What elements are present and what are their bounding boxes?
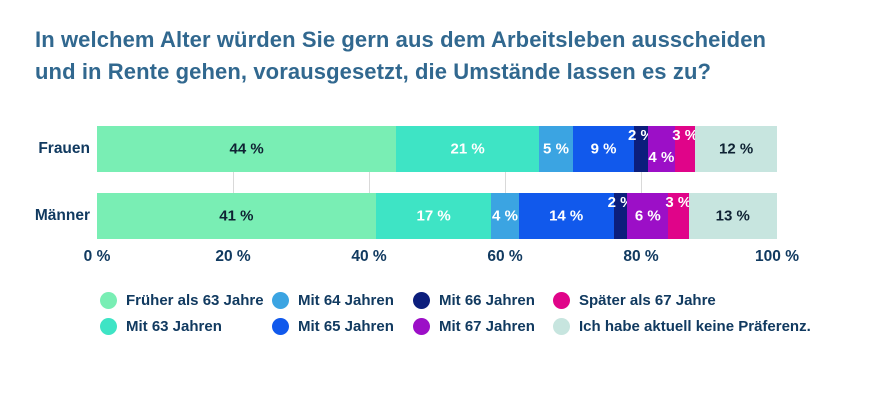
legend-swatch-circle (272, 292, 289, 309)
legend-item: Mit 65 Jahren (272, 318, 394, 335)
bar-segment: 17 % (375, 193, 492, 239)
bar-segment: 2 % (608, 193, 633, 239)
gridline (641, 172, 642, 193)
x-axis-tick-label: 40 % (351, 248, 387, 265)
legend-label: Ich habe aktuell keine Präferenz. (579, 318, 811, 335)
legend-item: Mit 66 Jahren (413, 292, 535, 309)
bar-value-label: 13 % (715, 207, 750, 225)
legend-item: Früher als 63 Jahre (100, 292, 264, 309)
bar-row-männer: Männer 41 % 17 % 4 % 14 % 2 % 6 % 3 % 13 % (0, 193, 880, 239)
bar-segment: 4 % (647, 126, 675, 172)
legend-item: Ich habe aktuell keine Präferenz. (553, 318, 811, 335)
legend-item: Später als 67 Jahre (553, 292, 716, 309)
title-line-1: In welchem Alter würden Sie gern aus dem… (35, 27, 767, 52)
x-axis-tick-label: 0 % (83, 248, 111, 265)
bar-value-label: 21 % (450, 140, 485, 158)
bar-segment: 6 % (627, 193, 669, 239)
bar-segment: 12 % (695, 126, 777, 172)
x-axis-tick-label: 20 % (215, 248, 251, 265)
bar-row-frauen: Frauen 44 % 21 % 5 % 9 % 2 % 4 % 3 % 12 % (0, 126, 880, 172)
bar-value-label: 9 % (590, 140, 617, 158)
bar-value-label: 44 % (229, 140, 264, 158)
x-axis-tick-label: 100 % (755, 248, 799, 265)
bar-value-label: 4 % (648, 149, 675, 166)
title-line-2: und in Rente gehen, vorausgesetzt, die U… (35, 59, 712, 84)
bar-value-label: 4 % (492, 207, 518, 225)
gridline (233, 172, 234, 193)
x-axis-tick-label: 60 % (487, 248, 523, 265)
legend-item: Mit 67 Jahren (413, 318, 535, 335)
legend-item: Mit 63 Jahren (100, 318, 222, 335)
bar-value-label: 3 % (672, 127, 699, 144)
legend-label: Mit 66 Jahren (439, 292, 535, 309)
stacked-bar: 44 % 21 % 5 % 9 % 2 % 4 % 3 % 12 % (97, 126, 777, 172)
page-title: In welchem Alter würden Sie gern aus dem… (35, 24, 766, 88)
bar-value-label: 17 % (416, 207, 451, 225)
bar-value-label: 12 % (719, 140, 754, 158)
bar-segment: 14 % (518, 193, 614, 239)
bar-segment: 5 % (538, 126, 573, 172)
legend-swatch-circle (100, 318, 117, 335)
bar-segment: 13 % (688, 193, 777, 239)
bar-value-label: 41 % (219, 207, 254, 225)
legend-swatch-circle (100, 292, 117, 309)
legend-swatch-circle (272, 318, 289, 335)
gridline (369, 172, 370, 193)
bar-segment: 3 % (665, 193, 692, 239)
legend-label: Mit 65 Jahren (298, 318, 394, 335)
gridline (505, 172, 506, 193)
legend-label: Später als 67 Jahre (579, 292, 716, 309)
legend-swatch-circle (553, 318, 570, 335)
bar-segment: 3 % (672, 126, 699, 172)
legend-item: Mit 64 Jahren (272, 292, 394, 309)
bar-segment: 2 % (628, 126, 654, 172)
bar-segment: 44 % (97, 126, 397, 172)
legend-label: Mit 64 Jahren (298, 292, 394, 309)
legend-label: Mit 67 Jahren (439, 318, 535, 335)
legend-label: Mit 63 Jahren (126, 318, 222, 335)
legend-swatch-circle (553, 292, 570, 309)
bar-segment: 4 % (491, 193, 519, 239)
bar-value-label: 6 % (634, 207, 661, 225)
category-label: Männer (34, 207, 90, 224)
x-axis-tick-label: 80 % (623, 248, 659, 265)
stacked-bar: 41 % 17 % 4 % 14 % 2 % 6 % 3 % 13 % (97, 193, 777, 239)
bar-value-label: 5 % (543, 140, 569, 158)
bar-value-label: 3 % (665, 194, 692, 211)
legend-swatch-circle (413, 318, 430, 335)
bar-segment: 41 % (97, 193, 376, 239)
bar-segment: 9 % (572, 126, 635, 172)
category-label: Frauen (38, 140, 90, 157)
bar-segment: 21 % (396, 126, 539, 172)
bar-value-label: 14 % (549, 207, 584, 225)
legend-label: Früher als 63 Jahre (126, 292, 264, 309)
legend-swatch-circle (413, 292, 430, 309)
